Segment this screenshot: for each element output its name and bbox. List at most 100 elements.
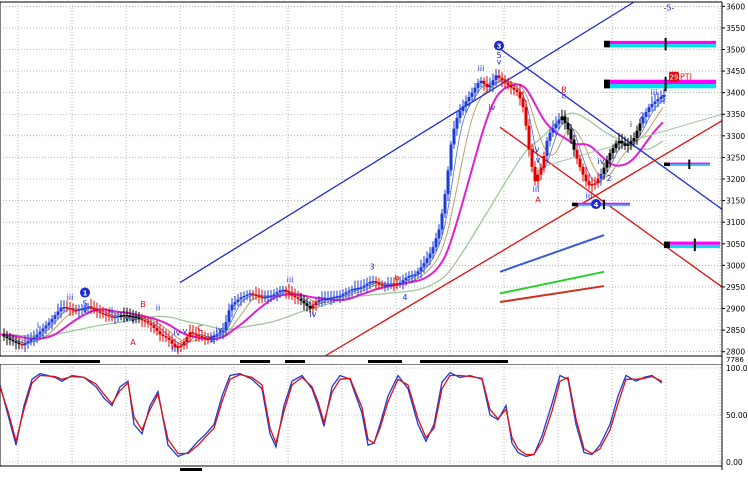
price-body: [71, 309, 75, 311]
wave-label: B: [561, 86, 567, 95]
price-body: [260, 296, 264, 299]
wave-label: 5: [496, 51, 501, 60]
wave-label: v: [497, 58, 502, 67]
wave-label: A: [130, 338, 136, 347]
price-body: [479, 80, 483, 83]
target-zone-magenta: [604, 79, 716, 85]
price-body: [410, 275, 414, 277]
price-body: [344, 292, 348, 294]
price-body: [140, 318, 144, 321]
price-body: [170, 339, 174, 344]
price-body: [437, 229, 441, 239]
price-body: [287, 291, 291, 294]
price-body: [356, 287, 360, 290]
price-body: [554, 123, 558, 129]
price-body: [122, 314, 126, 317]
price-body: [110, 316, 114, 318]
wave-label: iv: [123, 314, 130, 323]
wave-label: iii: [586, 191, 593, 200]
price-body: [14, 341, 18, 343]
price-body: [578, 158, 582, 167]
price-body: [125, 314, 129, 317]
price-body: [428, 253, 432, 259]
price-body: [623, 143, 627, 146]
price-body: [47, 322, 51, 326]
price-body: [59, 307, 63, 312]
price-body: [317, 299, 321, 303]
axis-tick-label: 3550: [726, 24, 745, 33]
price-body: [386, 284, 390, 287]
price-body: [404, 277, 408, 281]
price-body: [422, 263, 426, 268]
price-body: [23, 343, 27, 346]
target-zone-magenta: [604, 40, 716, 45]
price-body: [281, 289, 285, 292]
price-body: [602, 167, 606, 175]
price-body: [398, 282, 402, 285]
wave-label: -5-: [664, 4, 675, 13]
price-body: [455, 117, 459, 129]
wave-label: iv: [489, 103, 496, 112]
price-body: [635, 130, 639, 138]
price-body: [392, 283, 396, 286]
price-body: [491, 80, 495, 86]
price-body: [584, 174, 588, 182]
target-zone-marker: [572, 202, 578, 207]
price-body: [134, 316, 138, 319]
price-body: [32, 337, 36, 340]
price-body: [521, 98, 525, 108]
wave-label: 2: [606, 174, 611, 183]
wave-label: iii: [651, 88, 658, 97]
price-body: [524, 107, 528, 126]
price-body: [509, 85, 513, 88]
price-body: [452, 128, 456, 145]
price-body: [257, 295, 261, 298]
price-body: [293, 295, 297, 298]
price-body: [308, 305, 312, 309]
price-body: [113, 316, 117, 319]
price-body: [536, 174, 540, 182]
price-body: [263, 297, 267, 299]
price-body: [233, 302, 237, 305]
trendline-red-rising: [324, 120, 723, 357]
axis-tick-label: 2850: [726, 326, 745, 335]
wave-label-circled: 1: [83, 290, 88, 298]
price-body: [440, 213, 444, 230]
price-body: [329, 297, 333, 300]
price-body: [38, 331, 42, 335]
price-body: [299, 298, 303, 301]
axis-tick-label: 3150: [726, 197, 745, 206]
price-body: [548, 132, 552, 141]
axis-tick-label: 3050: [726, 240, 745, 249]
price-body: [581, 166, 585, 175]
price-body: [98, 311, 102, 313]
price-body: [647, 107, 651, 113]
price-body: [515, 89, 519, 92]
wave-label: 2: [639, 112, 644, 121]
price-body: [251, 293, 255, 295]
wave-label: iii: [533, 185, 540, 194]
price-body: [188, 332, 192, 338]
price-body: [191, 332, 195, 334]
price-body: [377, 282, 381, 285]
price-body: [551, 128, 555, 133]
wave-label: i: [630, 120, 632, 129]
price-body: [26, 341, 30, 344]
price-body: [641, 116, 645, 124]
price-body: [68, 308, 72, 310]
signal-bar: [240, 360, 270, 363]
price-body: [224, 322, 228, 331]
signal-bar: [40, 360, 100, 363]
price-body: [653, 101, 657, 104]
target-zone-marker: [604, 40, 610, 48]
price-body: [212, 335, 216, 338]
price-body: [434, 238, 438, 248]
price-body: [506, 82, 510, 86]
target-zone-magenta: [572, 202, 630, 205]
price-body: [176, 346, 180, 348]
price-body: [266, 296, 270, 298]
wave-label: 3: [369, 263, 374, 272]
wave-label: c: [562, 91, 566, 100]
price-body: [620, 140, 624, 144]
price-body: [290, 293, 294, 296]
